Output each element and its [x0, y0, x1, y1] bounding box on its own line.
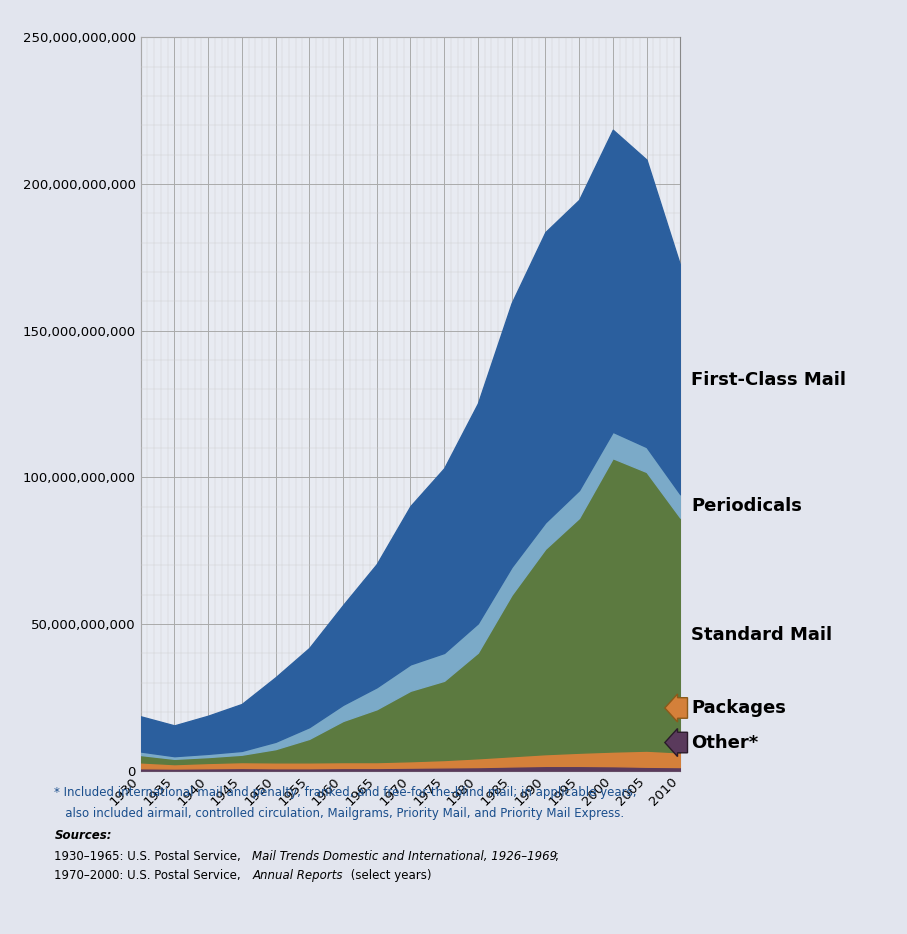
Text: 1930–1965: U.S. Postal Service,: 1930–1965: U.S. Postal Service, [54, 850, 245, 863]
Text: Sources:: Sources: [54, 829, 112, 842]
Text: ;: ; [554, 850, 558, 863]
Text: Other*: Other* [691, 733, 758, 752]
Text: Standard Mail: Standard Mail [691, 626, 833, 644]
Text: First-Class Mail: First-Class Mail [691, 371, 846, 389]
Text: Periodicals: Periodicals [691, 497, 802, 515]
Text: Mail Trends Domestic and International, 1926–1969: Mail Trends Domestic and International, … [252, 850, 557, 863]
Text: also included airmail, controlled circulation, Mailgrams, Priority Mail, and Pri: also included airmail, controlled circul… [54, 807, 625, 820]
Text: Packages: Packages [691, 699, 786, 717]
Text: * Included international mail and penalty, franked, and free-for-the-blind mail;: * Included international mail and penalt… [54, 786, 637, 800]
Text: (select years): (select years) [347, 869, 432, 882]
Text: 1970–2000: U.S. Postal Service,: 1970–2000: U.S. Postal Service, [54, 869, 245, 882]
Text: Annual Reports: Annual Reports [252, 869, 343, 882]
